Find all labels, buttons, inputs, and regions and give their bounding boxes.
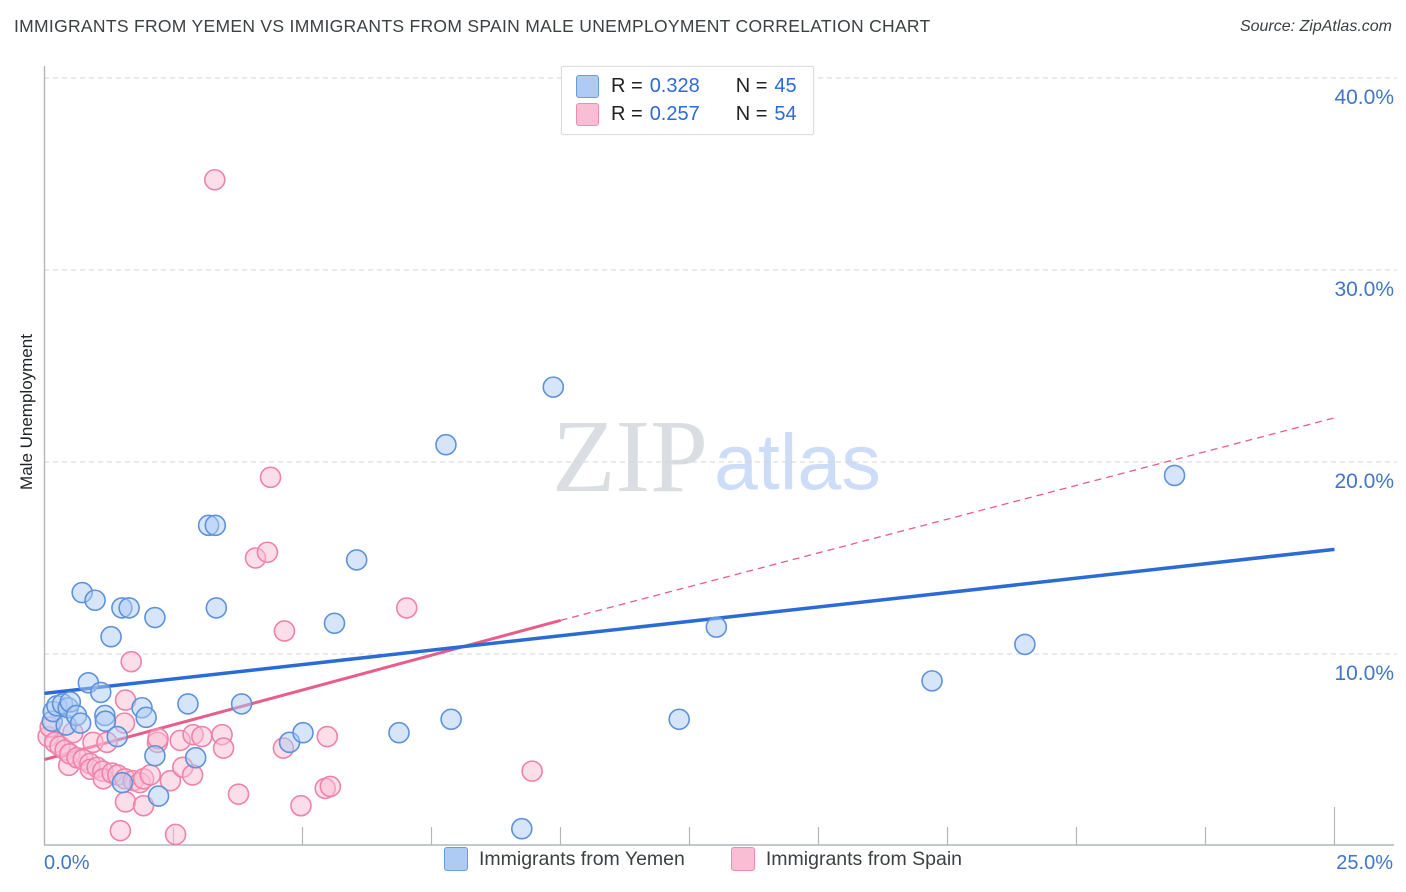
r-label: R =	[611, 103, 643, 125]
scatter-point-yemen	[111, 771, 134, 794]
yemen-legend-swatch	[443, 847, 468, 871]
correlation-row-spain: R = 0.257 N = 54	[576, 103, 797, 126]
scatter-point-spain	[256, 541, 279, 564]
yemen-trend-line	[44, 547, 1335, 696]
y-tick-label: 20.0%	[1334, 470, 1394, 493]
r-value-spain: 0.257	[649, 103, 700, 125]
scatter-point-spain	[212, 737, 235, 759]
scatter-point-yemen	[1014, 633, 1036, 656]
scatter-point-yemen	[205, 597, 228, 619]
scatter-point-yemen	[106, 725, 129, 748]
scatter-point-yemen	[705, 616, 728, 638]
n-value-spain: 54	[774, 103, 797, 125]
scatter-point-spain	[319, 775, 342, 798]
scatter-point-yemen	[118, 597, 140, 619]
scatter-point-spain	[164, 823, 187, 846]
scatter-point-spain	[203, 168, 226, 191]
spain-legend-swatch	[730, 847, 755, 871]
scatter-point-yemen	[323, 612, 346, 635]
scatter-point-yemen	[144, 606, 166, 629]
scatter-point-spain	[227, 783, 250, 805]
scatter-point-spain	[521, 760, 543, 782]
scatter-point-spain	[109, 819, 132, 842]
scatter-point-yemen	[94, 710, 117, 733]
yemen-legend-label: Immigrants from Yemen	[478, 847, 685, 870]
scatter-point-yemen	[388, 721, 410, 744]
scatter-point-spain	[132, 794, 155, 817]
scatter-point-yemen	[440, 708, 462, 731]
scatter-point-yemen	[1163, 464, 1186, 487]
source-attribution: Source: ZipAtlas.com	[1239, 18, 1392, 35]
scatter-point-spain	[159, 769, 182, 792]
scatter-point-yemen	[100, 625, 122, 648]
scatter-point-spain	[114, 791, 137, 813]
scatter-point-yemen	[184, 746, 207, 769]
legend-item-yemen: Immigrants from Yemen	[443, 847, 685, 871]
scatter-point-spain	[395, 597, 418, 619]
watermark-zip: ZIP	[552, 399, 708, 514]
scatter-point-yemen	[668, 708, 690, 731]
scatter-point-spain	[139, 764, 162, 786]
scatter-point-yemen	[292, 721, 314, 744]
legend-item-spain: Immigrants from Spain	[730, 847, 963, 871]
scatter-point-yemen	[204, 514, 227, 537]
scatter-point-spain	[191, 725, 213, 748]
scatter-point-yemen	[542, 376, 565, 398]
series-legend: Immigrants from Yemen Immigrants from Sp…	[0, 847, 1406, 871]
spain-trend-extension-dashed	[560, 417, 1335, 622]
spain-legend-label: Immigrants from Spain	[765, 847, 963, 870]
x-axis-max-label: 25.0%	[1336, 852, 1393, 874]
scatter-point-yemen	[89, 681, 112, 704]
chart-title: IMMIGRANTS FROM YEMEN VS IMMIGRANTS FROM…	[14, 16, 931, 36]
scatter-point-yemen	[435, 433, 457, 456]
scatter-point-yemen	[69, 712, 92, 734]
scatter-point-yemen	[144, 744, 166, 767]
correlation-row-yemen: R = 0.328 N = 45	[576, 75, 797, 98]
scatter-point-spain	[290, 794, 312, 817]
scatter-point-yemen	[921, 670, 943, 692]
scatter-point-spain	[120, 650, 142, 673]
y-tick-label: 10.0%	[1334, 662, 1394, 685]
spain-swatch	[576, 103, 599, 126]
scatter-point-spain	[316, 725, 339, 748]
y-tick-label: 40.0%	[1334, 86, 1394, 109]
r-label: R =	[611, 75, 643, 97]
scatter-point-spain	[273, 620, 296, 642]
y-tick-label: 30.0%	[1334, 278, 1394, 301]
scatter-point-yemen	[510, 817, 533, 840]
r-value-yemen: 0.328	[649, 75, 700, 97]
n-label: N =	[735, 103, 768, 125]
n-value-yemen: 45	[774, 75, 797, 97]
n-label: N =	[735, 75, 768, 97]
scatter-point-yemen	[230, 693, 253, 715]
correlation-legend-box: R = 0.328 N = 45 R = 0.257 N = 54	[561, 66, 814, 135]
scatter-point-yemen	[147, 785, 170, 807]
x-axis-min-label: 0.0%	[44, 852, 90, 874]
scatter-point-yemen	[135, 706, 157, 729]
scatter-point-yemen	[177, 693, 199, 715]
scatter-point-yemen	[345, 549, 368, 571]
scatter-point-spain	[259, 466, 282, 489]
y-axis-title: Male Unemployment	[17, 334, 36, 490]
scatter-point-yemen	[84, 589, 106, 612]
yemen-swatch	[576, 75, 599, 98]
